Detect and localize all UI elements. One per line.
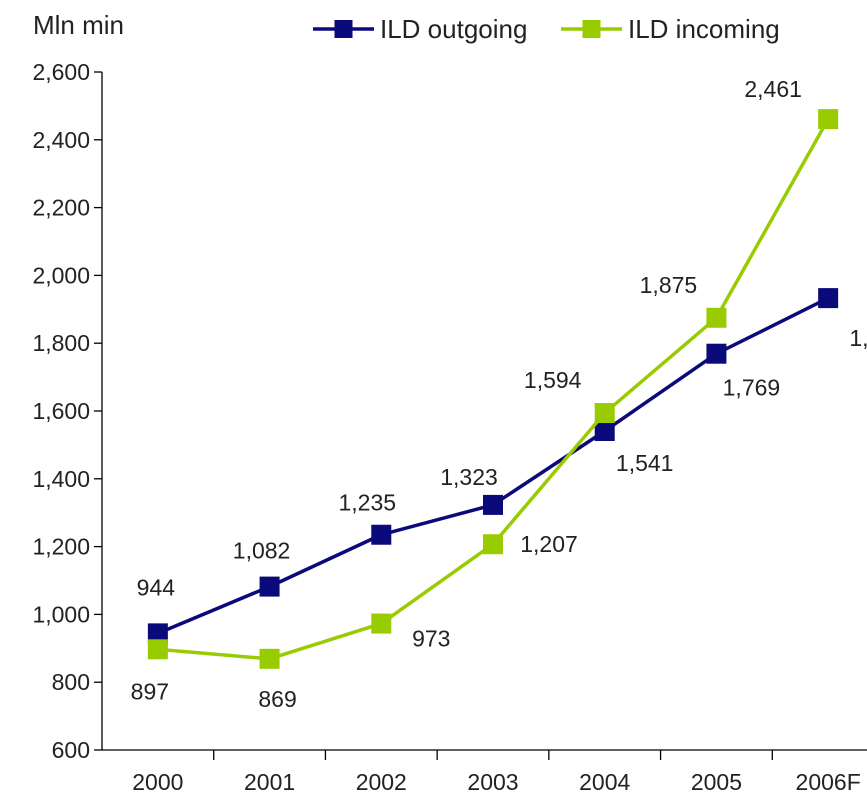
legend-item: ILD outgoing [313, 14, 527, 44]
legend-swatch-marker [582, 20, 601, 38]
data-point [371, 524, 392, 545]
data-label: 1,769 [723, 375, 781, 401]
series-layer [147, 109, 839, 669]
y-tick-label: 800 [52, 669, 90, 695]
x-tick-label: 2003 [467, 769, 518, 795]
data-point [483, 494, 503, 515]
data-point [483, 534, 503, 555]
data-label: 1,235 [339, 490, 397, 516]
x-tick-label: 2000 [132, 769, 183, 795]
data-label: 1,541 [616, 450, 674, 476]
data-label: 944 [137, 574, 176, 600]
legend: ILD outgoing ILD incoming [313, 14, 780, 44]
data-label: 1,323 [440, 464, 498, 490]
y-tick-label: 600 [52, 737, 90, 763]
y-tick-label: 2,000 [32, 262, 90, 288]
data-point [371, 613, 392, 634]
data-label: 1,875 [640, 272, 698, 298]
data-point [706, 343, 727, 364]
data-point [706, 307, 727, 328]
data-label: 897 [131, 678, 169, 704]
legend-label: ILD outgoing [380, 14, 527, 44]
y-tick-label: 2,400 [32, 127, 90, 153]
data-label: 2,461 [744, 76, 802, 102]
legend-item: ILD incoming [561, 14, 780, 44]
data-point [818, 288, 839, 309]
data-point [147, 639, 168, 660]
y-axis-unit-label: Mln min [33, 10, 124, 40]
x-tick-label: 2002 [356, 769, 407, 795]
data-point [594, 403, 615, 424]
data-label: 1,082 [233, 538, 291, 564]
data-label: 1,207 [520, 531, 578, 557]
y-tick-label: 2,600 [32, 59, 90, 85]
x-tick-label: 2004 [579, 769, 630, 795]
series-ild-incoming [147, 109, 839, 669]
data-point [259, 576, 280, 597]
y-tick-label: 1,000 [32, 601, 90, 627]
y-tick-label: 2,200 [32, 195, 90, 221]
data-label: 1,933 [849, 325, 867, 351]
y-tick-label: 1,400 [32, 466, 90, 492]
data-labels: 944 1,082 1,235 1,323 1,541 1,769 1,933 897 869 9… [131, 76, 867, 712]
axes: 600 800 1,000 1,200 1,400 1,600 1,800 2,000 2,20… [32, 59, 867, 795]
y-tick-label: 1,200 [32, 534, 90, 560]
data-label: 1,594 [524, 367, 582, 393]
y-tick-label: 1,800 [32, 330, 90, 356]
x-tick-label: 2005 [691, 769, 742, 795]
x-tick-label: 2006F [796, 769, 861, 795]
data-label: 869 [258, 686, 296, 712]
legend-swatch-marker [334, 20, 353, 38]
legend-label: ILD incoming [628, 14, 780, 44]
data-label: 973 [412, 626, 450, 652]
y-tick-label: 1,600 [32, 398, 90, 424]
data-point [259, 648, 280, 669]
data-point [147, 623, 168, 644]
x-tick-label: 2001 [244, 769, 295, 795]
data-point [818, 109, 839, 130]
data-point [594, 421, 615, 442]
series-ild-outgoing [147, 288, 839, 644]
